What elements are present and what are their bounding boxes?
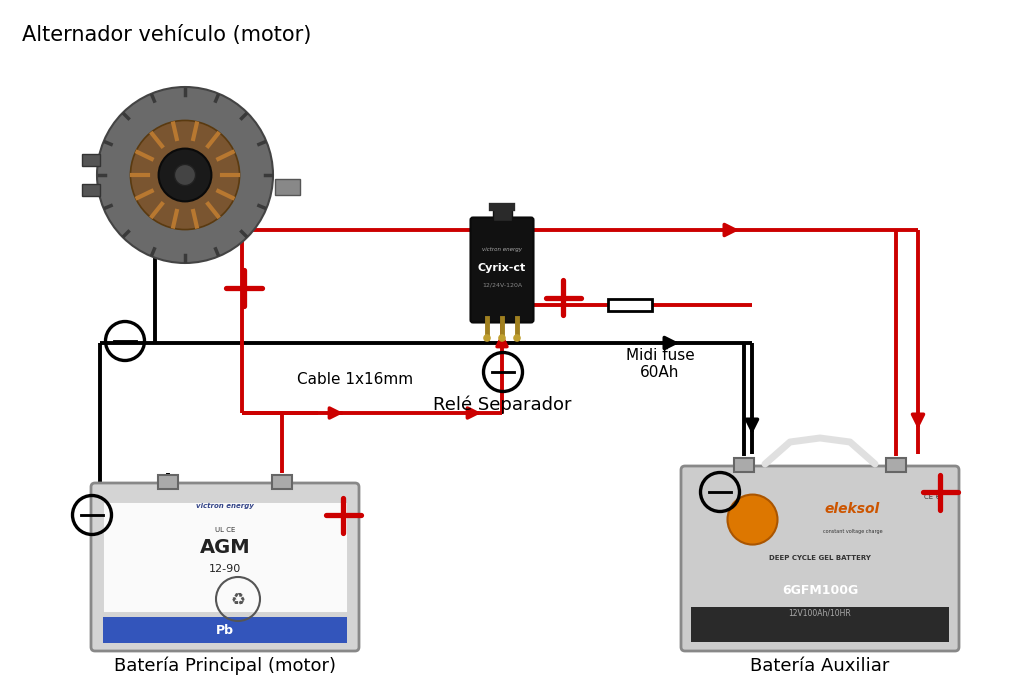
Bar [886,458,905,472]
Bar [275,179,300,195]
Text: Pb: Pb [216,623,234,636]
Circle shape [483,334,490,342]
Circle shape [174,164,196,186]
Circle shape [513,334,521,342]
Text: ♻: ♻ [230,590,246,608]
Text: AGM: AGM [200,538,250,558]
Circle shape [159,149,211,201]
Text: Midi fuse
60Ah: Midi fuse 60Ah [626,348,694,380]
Text: DEEP CYCLE GEL BATTERY: DEEP CYCLE GEL BATTERY [769,556,871,562]
Bar [82,154,100,166]
Text: Cable 1x16mm: Cable 1x16mm [297,373,413,388]
Bar [493,207,512,221]
Text: constant voltage charge: constant voltage charge [822,530,883,534]
Circle shape [499,334,506,342]
Bar [103,502,347,612]
Bar [608,299,652,311]
Bar [691,607,949,642]
Bar [272,475,292,489]
Bar [103,617,347,643]
Text: Batería Auxiliar: Batería Auxiliar [751,657,890,675]
Text: victron energy: victron energy [482,247,522,253]
FancyBboxPatch shape [91,483,359,651]
Text: Cyrix-ct: Cyrix-ct [478,263,526,273]
Circle shape [727,495,777,545]
Bar [734,458,755,472]
Circle shape [97,87,273,263]
Text: CE ⊕: CE ⊕ [925,494,942,499]
Text: 12/24V-120A: 12/24V-120A [482,282,522,288]
FancyBboxPatch shape [681,466,959,651]
Bar [82,184,100,196]
Text: eleksol: eleksol [824,502,880,516]
Text: victron energy: victron energy [196,503,254,509]
Circle shape [130,121,240,229]
Text: Batería Principal (motor): Batería Principal (motor) [114,656,336,675]
Text: Alternador vehículo (motor): Alternador vehículo (motor) [22,25,311,45]
Text: UL CE: UL CE [215,527,236,533]
FancyBboxPatch shape [470,218,534,323]
Bar [158,475,178,489]
Text: 6GFM100G: 6GFM100G [782,584,858,597]
Text: 12-90: 12-90 [209,564,241,573]
Text: Relé Separador: Relé Separador [433,396,571,414]
Text: 12V100Ah/10HR: 12V100Ah/10HR [788,609,851,618]
